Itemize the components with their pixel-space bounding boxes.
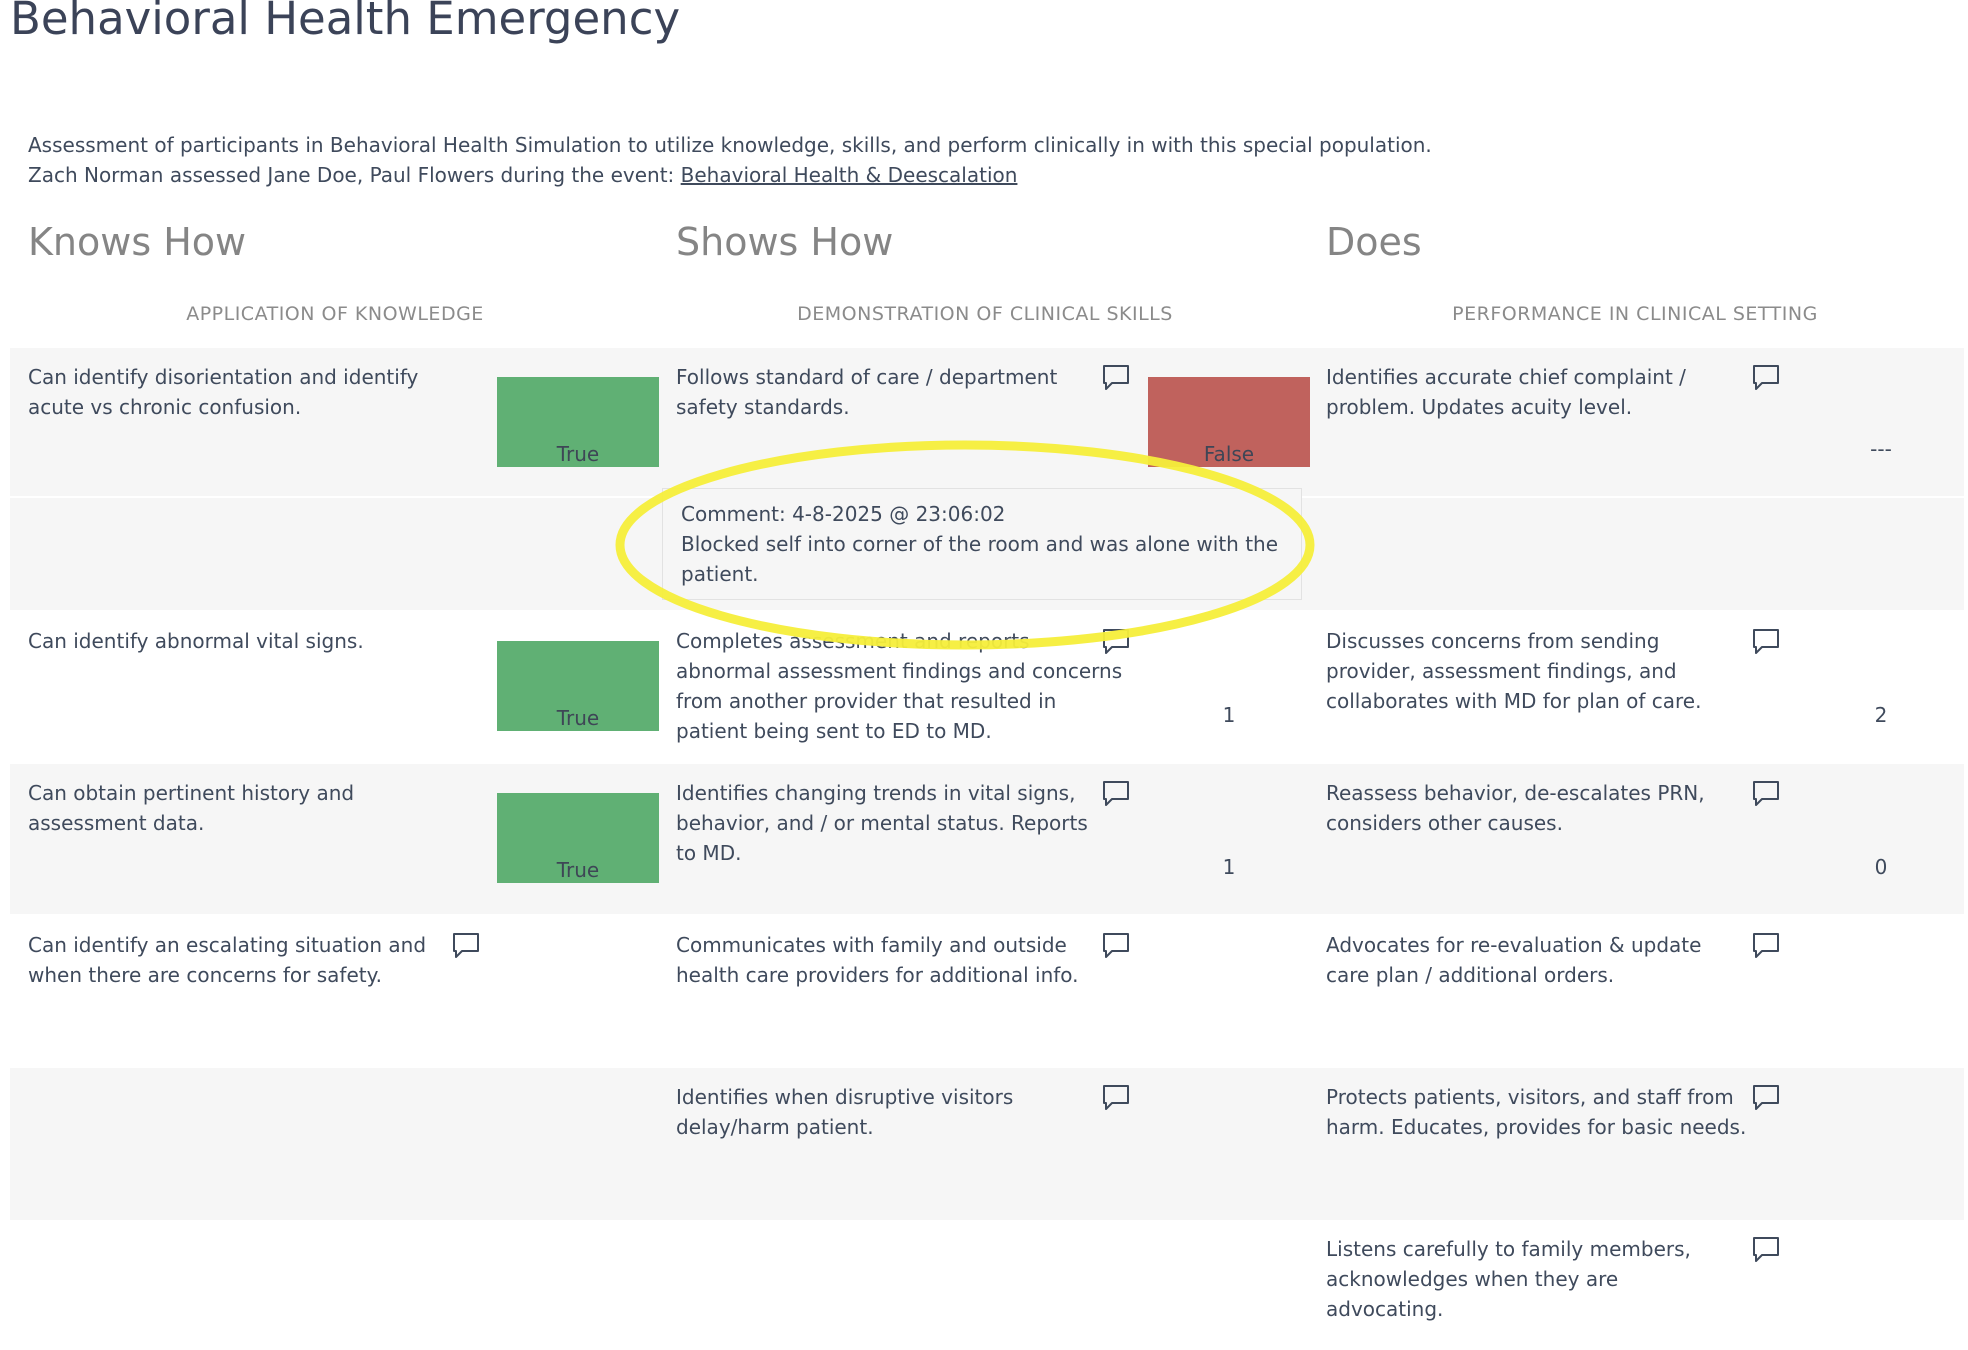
result-badge-true[interactable]: True xyxy=(497,793,659,883)
comment-icon[interactable] xyxy=(1751,779,1781,809)
knows-criterion: Can identify an escalating situation and… xyxy=(28,933,427,987)
shows-criterion: Identifies when disruptive visitors dela… xyxy=(676,1085,1014,1139)
knows-criterion: Can identify disorientation and identify… xyxy=(28,365,419,419)
shows-result: 1 xyxy=(1222,703,1236,727)
does-result: 2 xyxy=(1874,703,1888,727)
shows-criterion: Identifies changing trends in vital sign… xyxy=(676,781,1088,865)
comment-icon[interactable] xyxy=(1751,627,1781,657)
column-subtitle-shows-how: DEMONSTRATION OF CLINICAL SKILLS xyxy=(797,303,1173,325)
comment-popup: Comment: 4-8-2025 @ 23:06:02 Blocked sel… xyxy=(662,488,1302,600)
column-title-does: Does xyxy=(1326,220,1422,264)
comment-icon[interactable] xyxy=(1101,627,1131,657)
does-criterion: Protects patients, visitors, and staff f… xyxy=(1326,1085,1747,1139)
column-subtitle-does: PERFORMANCE IN CLINICAL SETTING xyxy=(1452,303,1818,325)
assessor-line: Zach Norman assessed Jane Doe, Paul Flow… xyxy=(28,160,1432,190)
comment-icon[interactable] xyxy=(1751,1235,1781,1265)
comment-text: Blocked self into corner of the room and… xyxy=(681,532,1279,586)
result-badge-false[interactable]: False xyxy=(1148,377,1310,467)
comment-icon[interactable] xyxy=(1101,931,1131,961)
comment-header: Comment: 4-8-2025 @ 23:06:02 xyxy=(681,502,1006,526)
page-title: Behavioral Health Emergency xyxy=(10,0,681,45)
does-result: --- xyxy=(1870,437,1892,461)
does-criterion: Identifies accurate chief complaint / pr… xyxy=(1326,365,1686,419)
column-subtitle-knows-how: APPLICATION OF KNOWLEDGE xyxy=(186,303,484,325)
does-criterion: Reassess behavior, de-escalates PRN, con… xyxy=(1326,781,1705,835)
comment-icon[interactable] xyxy=(451,931,481,961)
column-title-knows-how: Knows How xyxy=(28,220,247,264)
table-row xyxy=(10,764,1964,914)
knows-criterion: Can identify abnormal vital signs. xyxy=(28,629,364,653)
shows-criterion: Communicates with family and outside hea… xyxy=(676,933,1079,987)
shows-criterion: Follows standard of care / department sa… xyxy=(676,365,1058,419)
result-badge-true[interactable]: True xyxy=(497,377,659,467)
column-title-shows-how: Shows How xyxy=(676,220,894,264)
comment-icon[interactable] xyxy=(1101,779,1131,809)
comment-icon[interactable] xyxy=(1751,363,1781,393)
comment-icon[interactable] xyxy=(1101,363,1131,393)
comment-icon[interactable] xyxy=(1101,1083,1131,1113)
does-result: 0 xyxy=(1874,855,1888,879)
does-criterion: Discusses concerns from sending provider… xyxy=(1326,629,1702,713)
shows-result: 1 xyxy=(1222,855,1236,879)
does-criterion: Listens carefully to family members, ack… xyxy=(1326,1237,1691,1321)
knows-criterion: Can obtain pertinent history and assessm… xyxy=(28,781,355,835)
comment-icon[interactable] xyxy=(1751,1083,1781,1113)
assessment-description: Assessment of participants in Behavioral… xyxy=(28,130,1432,190)
result-badge-true[interactable]: True xyxy=(497,641,659,731)
table-row xyxy=(10,1068,1964,1220)
comment-icon[interactable] xyxy=(1751,931,1781,961)
does-criterion: Advocates for re-evaluation & update car… xyxy=(1326,933,1702,987)
description-line: Assessment of participants in Behavioral… xyxy=(28,133,1432,157)
event-link[interactable]: Behavioral Health & Deescalation xyxy=(680,163,1018,187)
assessor-text: Zach Norman assessed Jane Doe, Paul Flow… xyxy=(28,163,681,187)
shows-criterion: Completes assessment and reports abnorma… xyxy=(676,629,1123,743)
